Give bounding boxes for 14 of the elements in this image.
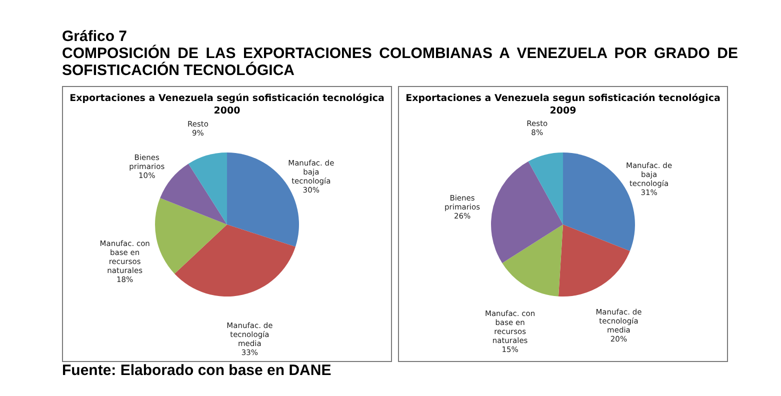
pie-slice — [558, 224, 630, 296]
chart-subtitle: 2009 — [550, 106, 576, 116]
source-note: Fuente: Elaborado con base en DANE — [62, 362, 332, 379]
text: COMPOSICIÓN DE LAS EXPORTACIONES COLOMBIANAS A VENEZUELA POR GRADO DE SOFISTICACIÓN TECNOLÓGICA — [62, 45, 738, 79]
pie-slice — [502, 224, 563, 296]
pie-slice — [491, 161, 563, 264]
text: Gráfico 7 — [62, 28, 128, 45]
pie-slice — [188, 152, 227, 224]
pie-slice — [528, 152, 563, 224]
chart-subtitle: 2000 — [214, 106, 241, 116]
chart-title: Exportaciones a Venezuela segun sofisticación tecnológica — [406, 93, 720, 104]
pie-slice — [155, 198, 227, 274]
pie-slice — [174, 224, 296, 296]
chart-title: Exportaciones a Venezuela según sofisticación tecnológica — [70, 93, 384, 104]
